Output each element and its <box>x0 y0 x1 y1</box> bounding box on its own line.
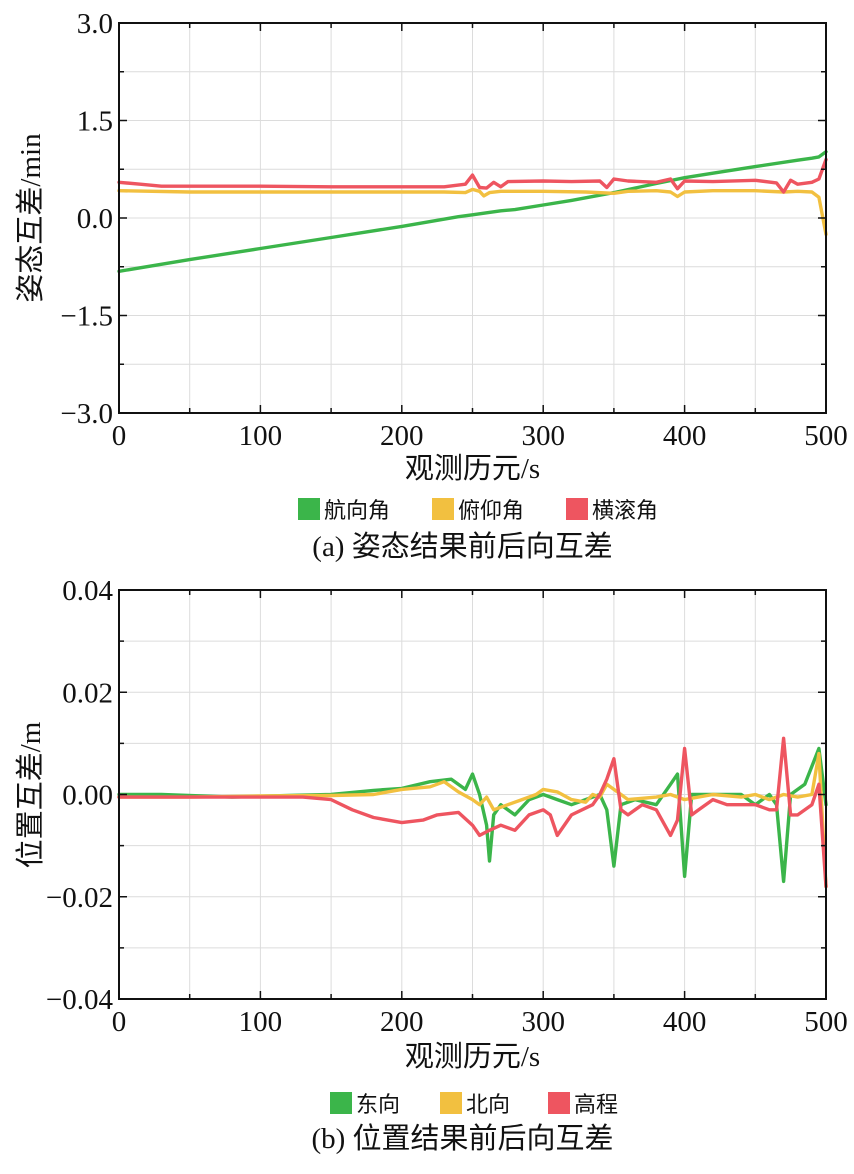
legend-swatch <box>330 1092 352 1114</box>
chart-caption: (b) 位置结果前后向互差 <box>311 1122 613 1155</box>
y-tick-label: 1.5 <box>77 106 113 138</box>
y-tick-label: −0.04 <box>46 984 114 1016</box>
y-tick-label: 3.0 <box>77 8 113 40</box>
series-line-2 <box>117 751 828 889</box>
x-tick-label: 500 <box>804 1006 848 1038</box>
x-tick-label: 300 <box>521 1006 565 1038</box>
y-axis-label: 姿态互差/min <box>14 133 47 303</box>
x-axis-label: 观测历元/s <box>405 452 540 485</box>
x-tick-label: 400 <box>663 1006 707 1038</box>
legend-swatch <box>440 1092 462 1114</box>
legend-label: 北向 <box>466 1092 510 1117</box>
legend-label: 俯仰角 <box>458 498 524 523</box>
y-tick-label: −1.5 <box>60 301 113 333</box>
y-tick-label: 0.0 <box>77 203 113 235</box>
grid <box>118 22 827 414</box>
legend-label: 高程 <box>574 1092 618 1117</box>
legend-swatch <box>432 498 454 520</box>
x-tick-label: 300 <box>521 420 565 452</box>
legend-swatch <box>298 498 320 520</box>
y-axis-label: 位置互差/m <box>14 721 47 868</box>
legend-label: 横滚角 <box>592 498 658 523</box>
x-tick-label: 100 <box>239 1006 283 1038</box>
x-tick-label: 500 <box>804 420 848 452</box>
x-tick-label: 200 <box>380 420 424 452</box>
legend-label: 航向角 <box>324 498 390 523</box>
x-tick-label: 0 <box>112 420 127 452</box>
y-tick-label: 0.02 <box>62 677 113 709</box>
x-axis-label: 观测历元/s <box>405 1040 540 1073</box>
y-tick-label: −3.0 <box>60 398 113 430</box>
series-line-1 <box>117 150 828 273</box>
y-tick-label: −0.02 <box>46 882 113 914</box>
x-tick-label: 200 <box>380 1006 424 1038</box>
x-tick-label: 400 <box>663 420 707 452</box>
x-tick-label: 0 <box>112 1006 127 1038</box>
y-tick-label: 0.04 <box>62 575 113 607</box>
chart-panel-b: 0 100 200 300 400 500 −0.04 −0.02 0.00 0.02 0.04 观测… <box>14 575 848 1155</box>
legend-swatch <box>566 498 588 520</box>
chart-panel-a: 0 100 200 300 400 500 −3.0 −1.5 0.0 1.5 3.0 观测历元/s 姿… <box>14 8 848 563</box>
legend-swatch <box>548 1092 570 1114</box>
x-tick-label: 100 <box>239 420 283 452</box>
legend-label: 东向 <box>356 1092 400 1117</box>
y-tick-label: 0.00 <box>62 780 113 812</box>
series-line-2 <box>117 187 828 236</box>
chart-caption: (a) 姿态结果前后向互差 <box>312 530 612 563</box>
series-line-3 <box>117 736 828 889</box>
series-line-3 <box>117 157 828 194</box>
